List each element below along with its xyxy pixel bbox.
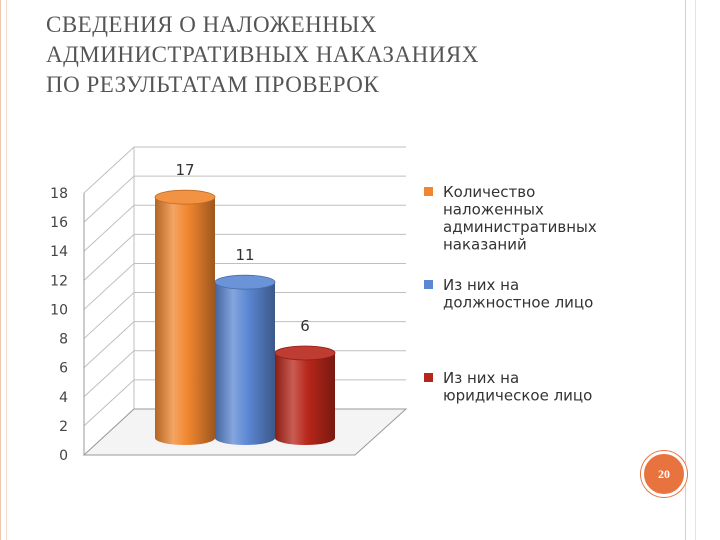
data-label-2: 11 xyxy=(235,246,254,264)
title-line-1: СВЕДЕНИЯ О НАЛОЖЕННЫХ xyxy=(46,12,378,37)
title-line-2: АДМИНИСТРАТИВНЫХ НАКАЗАНИЯХ xyxy=(46,42,479,67)
gridline-side xyxy=(83,350,135,398)
y-tick-label: 2 xyxy=(59,419,68,435)
page-number-badge: 20 xyxy=(641,451,687,497)
slide-title: СВЕДЕНИЯ О НАЛОЖЕННЫХ АДМИНИСТРАТИВНЫХ Н… xyxy=(46,10,646,100)
y-tick-label: 14 xyxy=(50,244,68,260)
gridline-side xyxy=(83,204,135,252)
gridline-side xyxy=(83,233,135,281)
bar-cylinder-3 xyxy=(275,353,335,445)
gridline-side xyxy=(83,263,135,310)
data-label-1: 17 xyxy=(175,161,194,179)
legend-label-2: Из них на должностное лицо xyxy=(443,276,593,312)
legend-swatch-3 xyxy=(424,373,433,382)
gridline-side xyxy=(83,292,135,339)
gridline-side xyxy=(83,379,135,427)
bar-top-1 xyxy=(154,189,216,205)
gridline-side xyxy=(83,321,135,369)
legend-label-3: Из них на юридическое лицо xyxy=(443,369,592,405)
bar-cylinder-2 xyxy=(215,282,275,445)
right-border-line-outer xyxy=(695,0,696,540)
gridline-side xyxy=(83,175,135,223)
bar-top-2 xyxy=(214,274,276,290)
legend-swatch-1 xyxy=(424,187,433,196)
bar-cylinder-1 xyxy=(155,197,215,445)
y-tick-label: 4 xyxy=(59,390,68,406)
y-tick-label: 0 xyxy=(59,448,68,464)
y-tick-label: 8 xyxy=(59,332,68,348)
page-number: 20 xyxy=(658,466,670,481)
y-tick-label: 10 xyxy=(50,302,68,318)
data-label-3: 6 xyxy=(300,317,310,335)
bar-top-3 xyxy=(274,345,336,361)
y-tick-label: 16 xyxy=(50,215,68,231)
gridline-side xyxy=(83,146,135,194)
legend-label-1: Количество наложенных административных нака… xyxy=(443,183,597,254)
y-tick-label: 18 xyxy=(50,186,68,202)
title-line-3: ПО РЕЗУЛЬТАТАМ ПРОВЕРОК xyxy=(46,72,380,97)
left-border-line-outer xyxy=(0,0,1,540)
left-border-line-inner xyxy=(6,0,7,540)
y-tick-label: 12 xyxy=(50,273,68,289)
right-border-line-inner xyxy=(685,0,686,540)
legend-swatch-2 xyxy=(424,280,433,289)
y-tick-label: 6 xyxy=(59,361,68,377)
